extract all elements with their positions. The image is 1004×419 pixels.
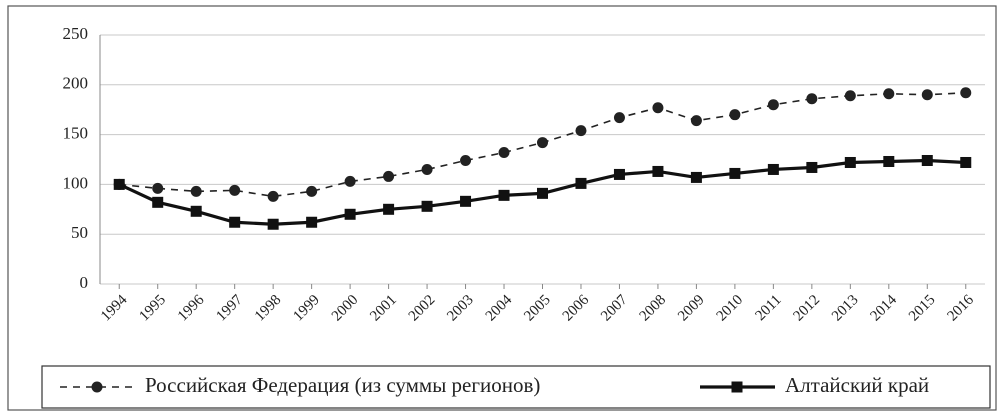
data-point [421,163,433,175]
data-point [229,216,241,228]
data-point [229,184,241,196]
data-point [729,167,741,179]
y-tick-label: 250 [63,24,89,43]
x-tick-label: 2010 [714,292,747,325]
data-point [537,187,548,199]
data-point [690,115,702,127]
x-tick-label: 2005 [521,292,554,325]
x-tick-label: 2015 [906,292,939,325]
x-tick-label: 1998 [252,292,285,325]
data-point [844,90,856,102]
x-tick-label: 2004 [483,292,516,325]
x-tick-label: 2013 [829,292,862,325]
y-tick-label: 100 [63,173,89,192]
data-point [267,218,279,230]
data-point [844,156,856,168]
data-point [190,185,202,197]
data-point [498,147,510,159]
x-tick-label: 2006 [560,292,593,325]
x-tick-label: 2007 [598,292,631,325]
data-point [960,87,972,99]
data-point [460,154,472,166]
data-point [383,170,395,182]
data-point [921,154,933,166]
data-point [613,168,625,180]
data-point [575,177,587,189]
data-point [767,163,779,175]
data-point [883,88,895,100]
data-point [690,171,702,183]
data-point [729,109,741,121]
x-tick-label: 2014 [868,292,901,325]
data-point [152,182,164,194]
y-tick-label: 150 [63,124,89,143]
data-point [344,175,356,187]
data-point [460,195,472,207]
x-tick-label: 2012 [791,292,824,325]
data-point [806,161,818,173]
data-point [921,89,933,101]
x-tick-label: 1995 [136,292,169,325]
x-tick-label: 2016 [944,292,977,325]
data-point [883,155,895,167]
data-point [652,102,664,114]
data-point [613,112,625,124]
x-tick-label: 2009 [675,292,708,325]
data-point [767,99,779,111]
x-tick-label: 1997 [213,292,246,325]
y-tick-label: 0 [80,273,89,292]
legend-label: Российская Федерация (из суммы регионов) [145,373,540,397]
legend-marker [731,381,743,393]
legend-box [41,365,991,409]
data-point [652,165,664,177]
data-point [152,196,164,208]
data-point [383,203,395,215]
legend-label: Алтайский край [785,373,929,397]
data-point [190,205,202,217]
data-point [267,190,279,202]
y-tick-label: 200 [63,74,89,93]
x-tick-label: 2008 [637,292,670,325]
x-tick-label: 2011 [752,292,784,324]
data-point [344,208,356,220]
x-tick-label: 2001 [367,292,400,325]
legend-marker [91,381,103,393]
y-tick-label: 50 [71,223,88,242]
data-point [421,200,433,212]
x-tick-label: 1999 [290,292,323,325]
data-point [575,125,587,137]
data-point [960,156,972,168]
data-point [306,216,318,228]
data-point [537,137,548,149]
x-tick-label: 2003 [444,292,477,325]
x-tick-label: 2000 [329,292,362,325]
x-tick-label: 1994 [98,292,131,325]
data-point [498,189,510,201]
data-point [113,178,125,190]
x-tick-label: 2002 [406,292,439,325]
data-point [306,185,318,197]
data-point [806,93,818,105]
x-tick-label: 1996 [175,292,208,325]
chart-border [7,5,997,411]
